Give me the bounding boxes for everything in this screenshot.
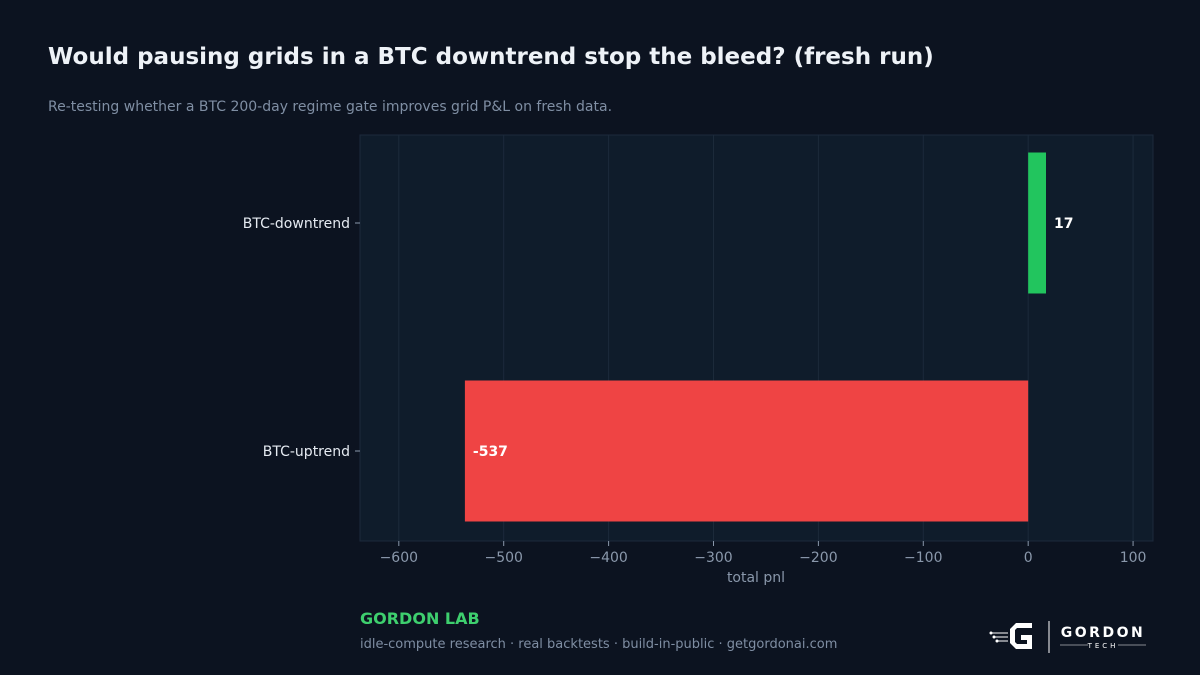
x-tick-label: −200 (799, 550, 837, 566)
chart-subtitle: Re-testing whether a BTC 200-day regime … (48, 99, 613, 115)
x-tick-label: −400 (589, 550, 627, 566)
x-tick-label: 0 (1024, 550, 1033, 566)
circuit-g-icon (989, 623, 1032, 649)
x-tick-label: −100 (904, 550, 942, 566)
bars (464, 152, 1047, 522)
bar-chart: 17 -537 BTC-downtrend BTC-uptrend −600 −500… (243, 134, 1154, 586)
brand-name: GORDON LAB (360, 609, 480, 628)
gordon-tech-logo: GORDON TECH (989, 621, 1146, 653)
x-tick-label: 100 (1120, 550, 1147, 566)
x-axis-label: total pnl (727, 570, 785, 586)
bar-btc-uptrend (464, 380, 1029, 522)
chart-title: Would pausing grids in a BTC downtrend s… (48, 44, 934, 70)
x-tick-label: −500 (484, 550, 522, 566)
y-axis: BTC-downtrend BTC-uptrend (243, 216, 360, 460)
x-tick-label: −600 (380, 550, 418, 566)
data-labels: 17 -537 (473, 216, 1074, 460)
bar-btc-downtrend (1028, 152, 1047, 294)
y-tick-label: BTC-downtrend (243, 216, 350, 232)
data-label: 17 (1054, 216, 1073, 232)
logo-word: GORDON (1061, 625, 1145, 641)
x-tick-label: −300 (694, 550, 732, 566)
logo-sub: TECH (1087, 642, 1119, 650)
x-axis: −600 −500 −400 −300 −200 −100 0 100 (380, 541, 1147, 566)
data-label: -537 (473, 444, 508, 460)
y-tick-label: BTC-uptrend (263, 444, 350, 460)
brand-tagline: idle-compute research · real backtests ·… (360, 637, 838, 652)
